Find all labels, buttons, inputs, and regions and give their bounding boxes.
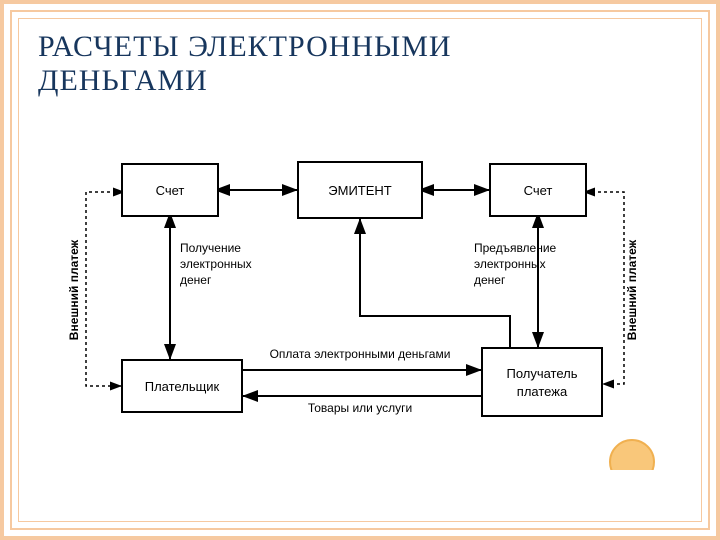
title-line2: ДЕНЬГАМИ <box>38 64 452 98</box>
accent-circle-icon <box>610 440 654 470</box>
node-issuer-label: ЭМИТЕНТ <box>328 183 392 198</box>
ext-right-label: Внешний платеж <box>625 239 639 340</box>
acc-left-payer-label: денег <box>180 273 212 287</box>
node-payee <box>482 348 602 416</box>
acc-left-payer-label: электронных <box>180 257 252 271</box>
node-payer-label: Плательщик <box>145 379 220 394</box>
acc-left-payer-label: Получение <box>180 241 241 255</box>
node-payee-label2: платежа <box>517 384 568 399</box>
acc-right-payee-label: Предъявление <box>474 241 557 255</box>
page-title: РАСЧЕТЫ ЭЛЕКТРОННЫМИ ДЕНЬГАМИ <box>38 30 452 98</box>
node-acc_right-label: Счет <box>524 183 553 198</box>
node-payee-label1: Получатель <box>506 366 577 381</box>
payment-flow-diagram: Получение электронных денег Предъявление эле… <box>50 140 670 470</box>
payee-payer-bot-label: Товары или услуги <box>308 401 412 415</box>
ext-left-label: Внешний платеж <box>67 239 81 340</box>
acc-right-payee-label: денег <box>474 273 506 287</box>
node-acc_left-label: Счет <box>156 183 185 198</box>
payer-payee-top-label: Оплата электронными деньгами <box>270 347 451 361</box>
acc-right-payee-label: электронных <box>474 257 546 271</box>
ext-left <box>86 192 122 386</box>
title-line1: РАСЧЕТЫ ЭЛЕКТРОННЫМИ <box>38 30 452 64</box>
